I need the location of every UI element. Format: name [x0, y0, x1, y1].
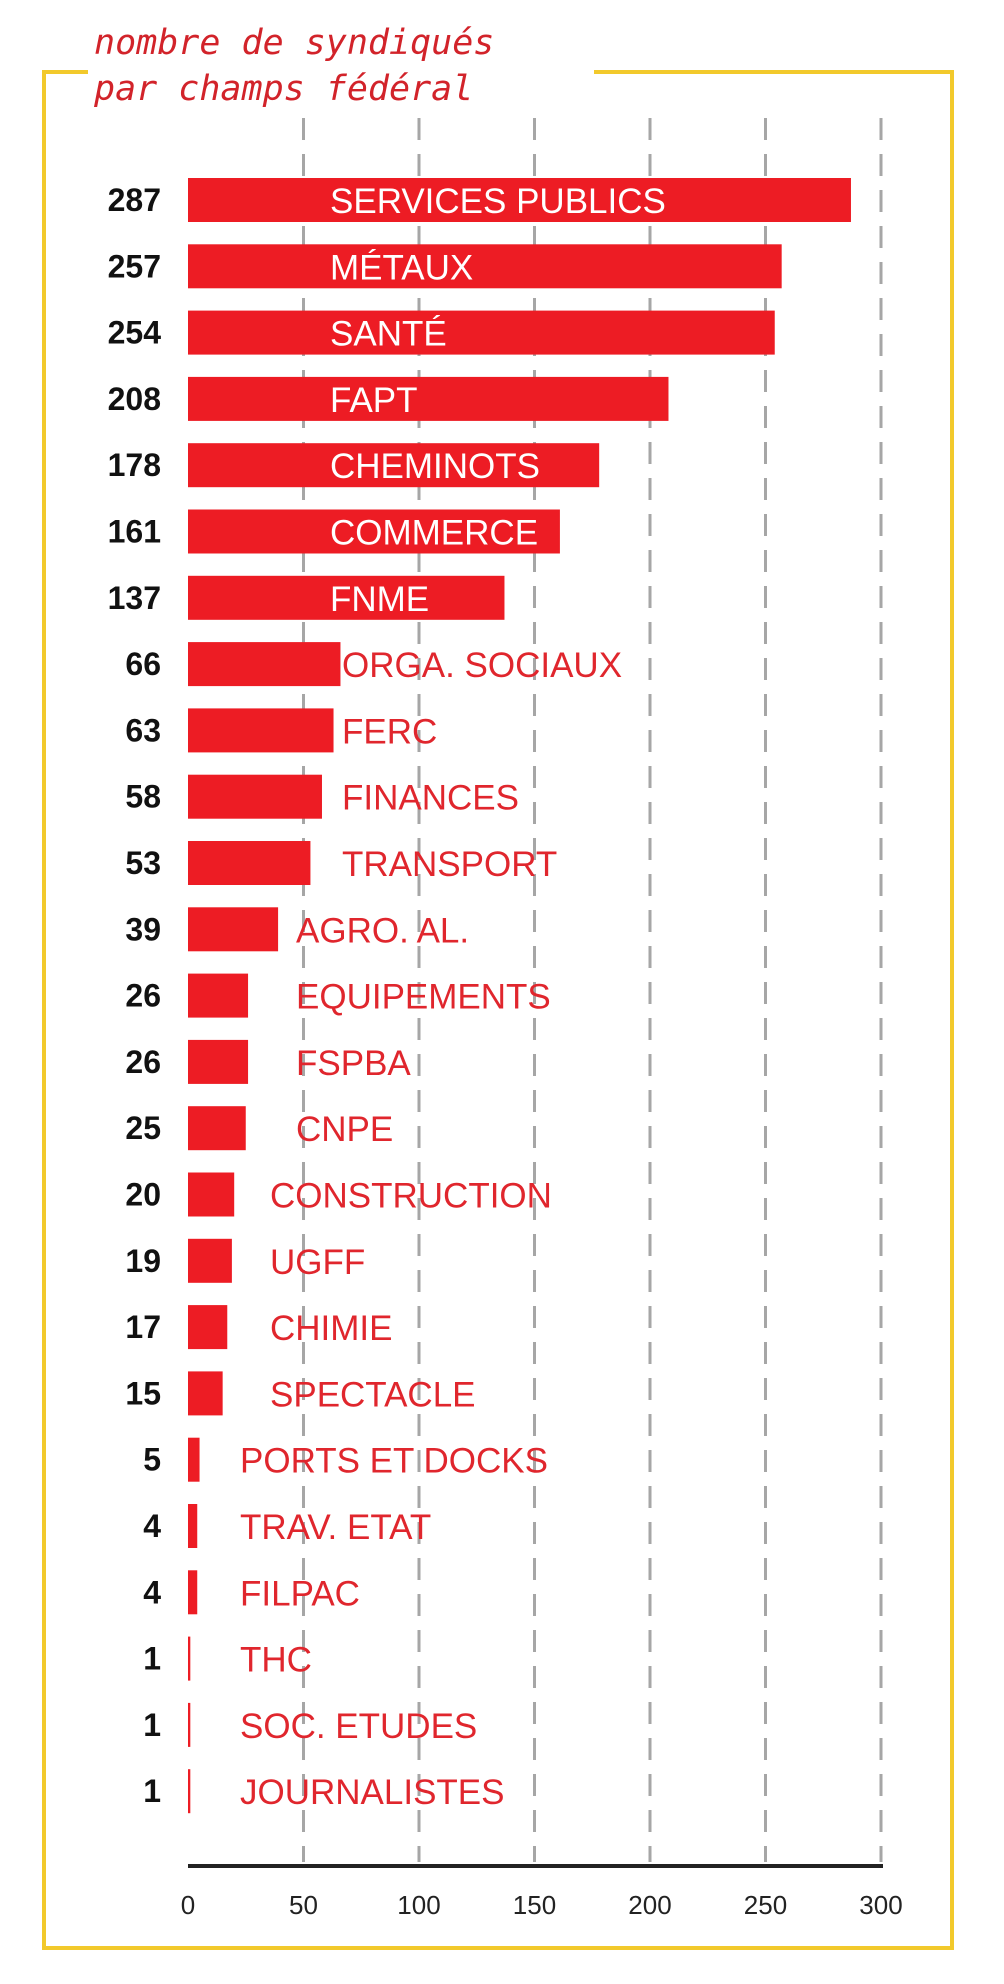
category-label: EQUIPEMENTS: [296, 978, 551, 1017]
value-label: 15: [125, 1375, 161, 1411]
category-label: FAPT: [330, 381, 418, 420]
bar: [188, 841, 311, 885]
chart-title-line-2: par champs fédéral: [94, 69, 474, 109]
x-tick-label: 50: [289, 1890, 318, 1920]
bar: [188, 244, 782, 289]
category-label: THC: [240, 1641, 312, 1680]
value-label: 1: [143, 1773, 161, 1809]
bar: [188, 1570, 198, 1615]
value-label: 17: [125, 1309, 161, 1345]
category-label: FERC: [342, 712, 437, 751]
bar: [188, 1106, 246, 1151]
bar: [188, 443, 600, 488]
x-tick-label: 250: [744, 1890, 787, 1920]
chart-title-line-1: nombre de syndiqués: [94, 23, 495, 63]
category-label: FNME: [330, 580, 429, 619]
category-label: ORGA. SOCIAUX: [342, 646, 622, 685]
category-label: MÉTAUX: [330, 248, 473, 287]
value-label: 58: [125, 779, 161, 815]
value-label: 20: [125, 1177, 161, 1213]
x-tick-label: 200: [628, 1890, 671, 1920]
bar: [188, 1371, 223, 1416]
value-label: 287: [108, 182, 161, 218]
category-label: CHEMINOTS: [330, 447, 540, 486]
category-label: FSPBA: [296, 1044, 411, 1083]
value-label: 254: [108, 315, 162, 351]
category-label: TRANSPORT: [342, 845, 557, 884]
value-label: 208: [108, 381, 161, 417]
category-label: CNPE: [296, 1110, 393, 1149]
bar: [188, 178, 851, 222]
category-label: SPECTACLE: [270, 1375, 476, 1414]
bar: [188, 376, 669, 421]
category-label: CONSTRUCTION: [270, 1177, 552, 1216]
category-label: COMMERCE: [330, 514, 538, 553]
bar: [188, 1769, 191, 1814]
bar: [188, 1702, 191, 1747]
category-label: FINANCES: [342, 779, 519, 818]
category-label: JOURNALISTES: [240, 1773, 505, 1812]
category-label: SOC. ETUDES: [240, 1707, 477, 1746]
value-label: 178: [108, 447, 161, 483]
category-label: CHIMIE: [270, 1309, 393, 1348]
value-label: 39: [125, 911, 161, 947]
bar: [188, 774, 322, 819]
bar: [188, 1636, 191, 1681]
value-label: 26: [125, 978, 161, 1014]
value-label: 66: [125, 646, 161, 682]
category-label: UGFF: [270, 1243, 365, 1282]
value-label: 161: [108, 514, 161, 550]
bar: [188, 575, 505, 620]
x-tick-label: 150: [513, 1890, 556, 1920]
bar: [188, 1305, 228, 1350]
bar: [188, 642, 341, 687]
chart-title: nombre de syndiqués par champs fédéral: [88, 20, 594, 112]
category-label: SERVICES PUBLICS: [330, 182, 666, 221]
value-label: 4: [143, 1574, 161, 1610]
category-label: PORTS ET DOCKS: [240, 1442, 548, 1481]
bar: [188, 310, 775, 355]
value-label: 63: [125, 712, 161, 748]
x-tick-label: 300: [859, 1890, 902, 1920]
category-label: SANTÉ: [330, 315, 447, 354]
value-label: 26: [125, 1044, 161, 1080]
bar: [188, 907, 279, 952]
x-tick-label: 100: [397, 1890, 440, 1920]
value-label: 137: [108, 580, 161, 616]
bar: [188, 1039, 249, 1084]
bar: [188, 708, 334, 753]
x-tick-label: 0: [181, 1890, 195, 1920]
bar: [188, 973, 249, 1018]
category-label: FILPAC: [240, 1574, 360, 1613]
bar: [188, 1437, 200, 1482]
value-label: 1: [143, 1707, 161, 1743]
bar: [188, 509, 560, 554]
x-axis: 0 50 100 150 200 250 300: [181, 1864, 903, 1920]
value-label: 257: [108, 248, 161, 284]
bar: [188, 1172, 235, 1217]
category-label: TRAV. ETAT: [240, 1508, 431, 1547]
bar: [188, 1238, 232, 1283]
value-label: 4: [143, 1508, 161, 1544]
value-label: 5: [143, 1442, 161, 1478]
value-label: 1: [143, 1641, 161, 1677]
value-label: 53: [125, 845, 161, 881]
value-label: 25: [125, 1110, 161, 1146]
bar: [188, 1504, 198, 1548]
category-label: AGRO. AL.: [296, 911, 469, 950]
value-label: 19: [125, 1243, 161, 1279]
